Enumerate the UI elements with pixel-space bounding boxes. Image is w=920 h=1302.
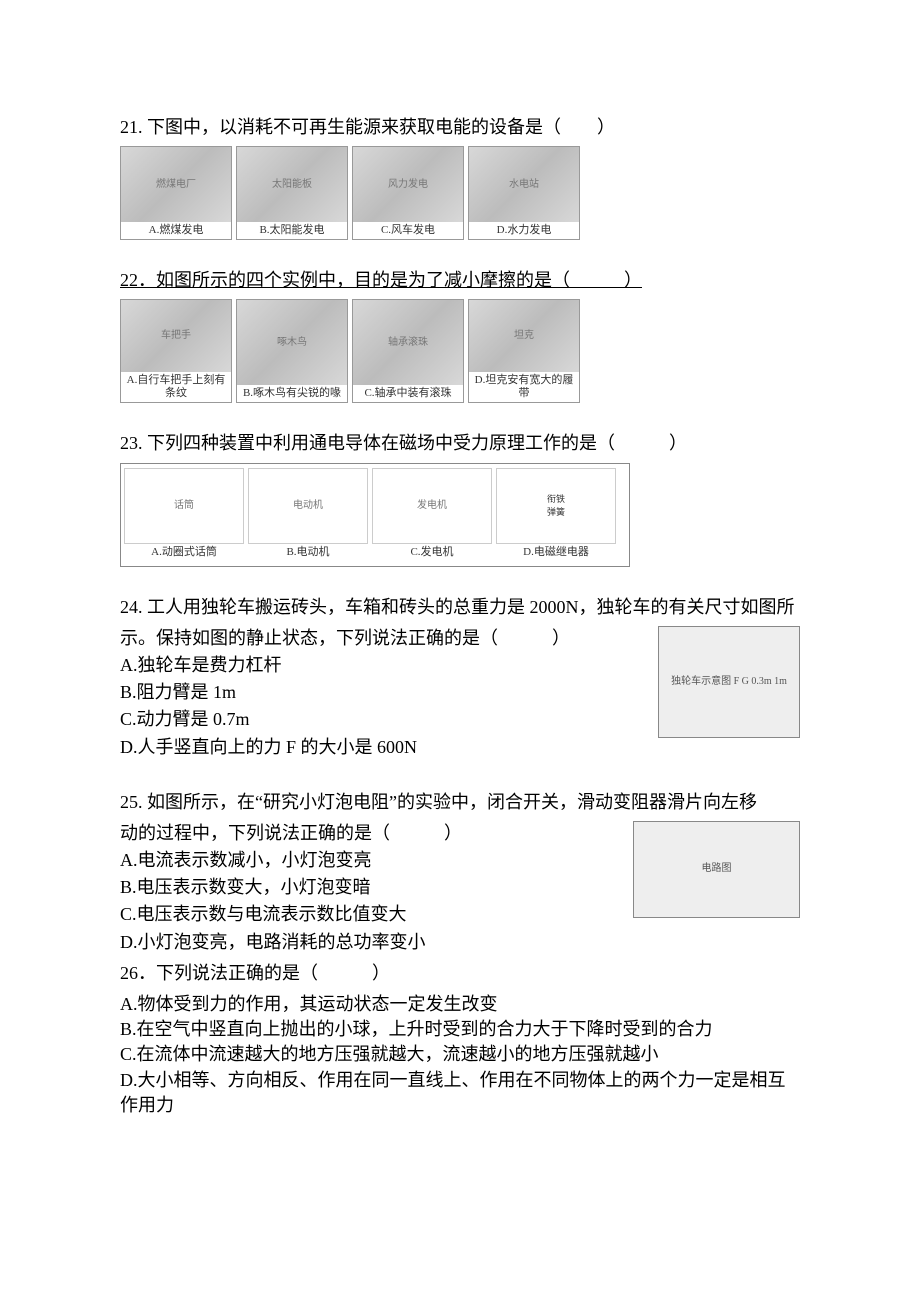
q24-options: 示。保持如图的静止状态，下列说法正确的是（ ） A.独轮车是费力杠杆 B.阻力臂… — [120, 626, 646, 762]
question-24: 24. 工人用独轮车搬运砖头，车箱和砖头的总重力是 2000N，独轮车的有关尺寸… — [120, 595, 800, 762]
q24-body: 示。保持如图的静止状态，下列说法正确的是（ ） A.独轮车是费力杠杆 B.阻力臂… — [120, 626, 800, 762]
q22-image-row: 车把手 A.自行车把手上刻有条纹 啄木鸟 B.啄木鸟有尖锐的喙 轴承滚珠 C.轴… — [120, 299, 800, 403]
q23-cap-a: A.动圈式话筒 — [125, 544, 243, 561]
q24-stem1: 24. 工人用独轮车搬运砖头，车箱和砖头的总重力是 2000N，独轮车的有关尺寸… — [120, 595, 800, 620]
q25-opt-b: B.电压表示数变大，小灯泡变暗 — [120, 875, 621, 900]
q23-cap-b: B.电动机 — [249, 544, 367, 561]
q22-option-b: 啄木鸟 B.啄木鸟有尖锐的喙 — [236, 299, 348, 403]
q22-img-b: 啄木鸟 — [237, 300, 347, 385]
q21-stem: 21. 下图中，以消耗不可再生能源来获取电能的设备是（ ） — [120, 115, 800, 140]
q24-stem2: 示。保持如图的静止状态，下列说法正确的是（ ） — [120, 626, 646, 651]
q23-option-d: 衔铁 弹簧 D.电磁继电器 — [497, 468, 615, 562]
question-23: 23. 下列四种装置中利用通电导体在磁场中受力原理工作的是（ ） 话筒 A.动圈… — [120, 431, 800, 566]
q23-img-a: 话筒 — [124, 468, 244, 545]
q21-img-d: 水电站 — [469, 147, 579, 222]
q25-stem1: 25. 如图所示，在“研究小灯泡电阻”的实验中，闭合开关，滑动变阻器滑片向左移 — [120, 790, 800, 815]
q22-cap-d: D.坦克安有宽大的履带 — [469, 372, 579, 402]
q23-spring-label: 弹簧 — [547, 507, 565, 517]
q26-opt-a: A.物体受到力的作用，其运动状态一定发生改变 — [120, 992, 800, 1017]
q22-stem: 22．如图所示的四个实例中，目的是为了减小摩擦的是（ ） — [120, 268, 800, 293]
q25-figure: 电路图 — [633, 821, 800, 957]
question-21: 21. 下图中，以消耗不可再生能源来获取电能的设备是（ ） 燃煤电厂 A.燃煤发… — [120, 115, 800, 240]
q23-option-a: 话筒 A.动圈式话筒 — [125, 468, 243, 562]
q25-opt-d: D.小灯泡变亮，电路消耗的总功率变小 — [120, 930, 621, 955]
q21-cap-d: D.水力发电 — [469, 222, 579, 239]
q25-opt-a: A.电流表示数减小，小灯泡变亮 — [120, 848, 621, 873]
q21-cap-b: B.太阳能发电 — [237, 222, 347, 239]
q24-opt-c: C.动力臂是 0.7m — [120, 707, 646, 732]
q21-img-a: 燃煤电厂 — [121, 147, 231, 222]
q24-opt-d: D.人手竖直向上的力 F 的大小是 600N — [120, 735, 646, 760]
q22-option-a: 车把手 A.自行车把手上刻有条纹 — [120, 299, 232, 403]
q23-option-c: 发电机 C.发电机 — [373, 468, 491, 562]
q25-opt-c: C.电压表示数与电流表示数比值变大 — [120, 902, 621, 927]
q23-image-frame: 话筒 A.动圈式话筒 电动机 B.电动机 发电机 C.发电机 衔铁 弹簧 — [120, 463, 630, 567]
q21-img-c: 风力发电 — [353, 147, 463, 222]
q23-img-b: 电动机 — [248, 468, 368, 545]
q24-figure-ph: 独轮车示意图 F G 0.3m 1m — [658, 626, 800, 738]
q21-option-a: 燃煤电厂 A.燃煤发电 — [120, 146, 232, 240]
q26-stem: 26．下列说法正确的是（ ） — [120, 961, 800, 986]
q23-image-row: 话筒 A.动圈式话筒 电动机 B.电动机 发电机 C.发电机 衔铁 弹簧 — [125, 468, 625, 562]
q22-img-c: 轴承滚珠 — [353, 300, 463, 385]
q22-img-d: 坦克 — [469, 300, 579, 372]
question-25: 25. 如图所示，在“研究小灯泡电阻”的实验中，闭合开关，滑动变阻器滑片向左移 … — [120, 790, 800, 957]
q26-opt-d: D.大小相等、方向相反、作用在同一直线上、作用在不同物体上的两个力一定是相互作用… — [120, 1068, 800, 1118]
question-26: 26．下列说法正确的是（ ） A.物体受到力的作用，其运动状态一定发生改变 B.… — [120, 961, 800, 1118]
exam-page: 21. 下图中，以消耗不可再生能源来获取电能的设备是（ ） 燃煤电厂 A.燃煤发… — [0, 0, 920, 1302]
q23-cap-d: D.电磁继电器 — [497, 544, 615, 561]
question-22: 22．如图所示的四个实例中，目的是为了减小摩擦的是（ ） 车把手 A.自行车把手… — [120, 268, 800, 403]
q21-option-b: 太阳能板 B.太阳能发电 — [236, 146, 348, 240]
q23-stem: 23. 下列四种装置中利用通电导体在磁场中受力原理工作的是（ ） — [120, 431, 800, 456]
q25-options: 动的过程中，下列说法正确的是（ ） A.电流表示数减小，小灯泡变亮 B.电压表示… — [120, 821, 621, 957]
q21-image-row: 燃煤电厂 A.燃煤发电 太阳能板 B.太阳能发电 风力发电 C.风车发电 水电站… — [120, 146, 800, 240]
q23-armature-label: 衔铁 — [547, 494, 565, 504]
q21-option-d: 水电站 D.水力发电 — [468, 146, 580, 240]
q26-opt-b: B.在空气中竖直向上抛出的小球，上升时受到的合力大于下降时受到的合力 — [120, 1017, 800, 1042]
q22-cap-a: A.自行车把手上刻有条纹 — [121, 372, 231, 402]
q21-cap-c: C.风车发电 — [353, 222, 463, 239]
q21-option-c: 风力发电 C.风车发电 — [352, 146, 464, 240]
q22-option-d: 坦克 D.坦克安有宽大的履带 — [468, 299, 580, 403]
q22-img-a: 车把手 — [121, 300, 231, 372]
q23-option-b: 电动机 B.电动机 — [249, 468, 367, 562]
q21-img-b: 太阳能板 — [237, 147, 347, 222]
q24-opt-b: B.阻力臂是 1m — [120, 680, 646, 705]
q22-cap-c: C.轴承中装有滚珠 — [353, 385, 463, 402]
q23-cap-c: C.发电机 — [373, 544, 491, 561]
q23-img-d: 衔铁 弹簧 — [496, 468, 616, 545]
q22-cap-b: B.啄木鸟有尖锐的喙 — [237, 385, 347, 402]
q22-option-c: 轴承滚珠 C.轴承中装有滚珠 — [352, 299, 464, 403]
q25-body: 动的过程中，下列说法正确的是（ ） A.电流表示数减小，小灯泡变亮 B.电压表示… — [120, 821, 800, 957]
q24-figure: 独轮车示意图 F G 0.3m 1m — [658, 626, 800, 762]
q26-opt-c: C.在流体中流速越大的地方压强就越大，流速越小的地方压强就越小 — [120, 1042, 800, 1067]
q21-cap-a: A.燃煤发电 — [121, 222, 231, 239]
q24-opt-a: A.独轮车是费力杠杆 — [120, 653, 646, 678]
q23-img-c: 发电机 — [372, 468, 492, 545]
q25-figure-ph: 电路图 — [633, 821, 800, 918]
q25-stem2: 动的过程中，下列说法正确的是（ ） — [120, 821, 621, 846]
